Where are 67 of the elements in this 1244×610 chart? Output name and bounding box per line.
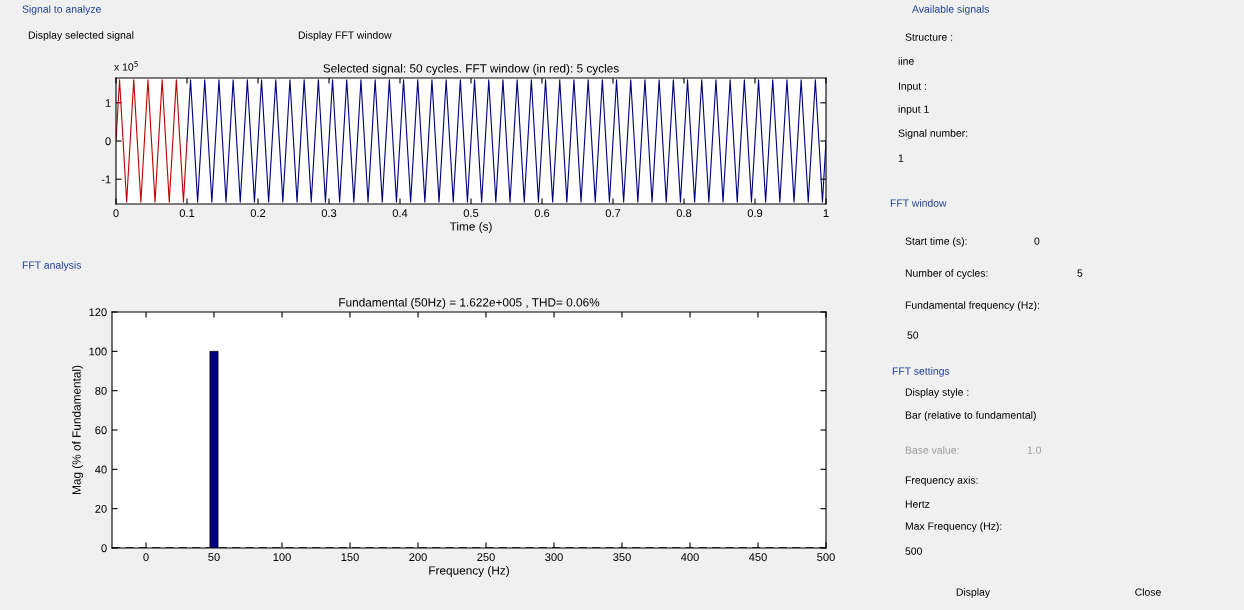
x-tick-label: 450 bbox=[748, 553, 767, 562]
text: Input : bbox=[898, 82, 927, 92]
text: input 1 bbox=[898, 105, 929, 115]
y-tick-label: 1 bbox=[105, 99, 111, 107]
x-tick-label: 500 bbox=[817, 553, 835, 562]
x-tick-label: 150 bbox=[341, 553, 359, 562]
y-tick-label: -1 bbox=[101, 175, 111, 184]
x-axis-title: Frequency (Hz) bbox=[429, 566, 509, 577]
x-tick-label: 50 bbox=[208, 553, 220, 562]
text: Close bbox=[1135, 588, 1161, 596]
text: Display selected signal bbox=[28, 31, 134, 41]
y-tick-label: 0 bbox=[105, 137, 111, 146]
text: Display FFT window bbox=[298, 31, 392, 41]
x-tick-label: 0.9 bbox=[747, 209, 763, 218]
text: 5 bbox=[1077, 269, 1083, 277]
text: Bar (relative to fundamental) bbox=[905, 411, 1036, 421]
text: iine bbox=[898, 57, 914, 65]
text: FFT settings bbox=[892, 367, 950, 377]
text: Base value: bbox=[905, 446, 959, 454]
y-tick-label: 0 bbox=[101, 544, 107, 553]
text: Structure : bbox=[905, 33, 953, 41]
y-tick-label: 100 bbox=[89, 347, 107, 356]
text: 0 bbox=[1034, 237, 1040, 245]
text: Frequency axis: bbox=[905, 476, 978, 486]
text: Signal number: bbox=[898, 129, 968, 139]
x-tick-label: 0 bbox=[113, 209, 119, 218]
text: Start time (s): bbox=[905, 237, 967, 247]
y-axis-title: Mag (% of Fundamental) bbox=[72, 365, 84, 494]
x-tick-label: 100 bbox=[273, 553, 291, 562]
x-tick-label: 0.6 bbox=[534, 209, 550, 218]
text: Display style : bbox=[905, 388, 969, 398]
text: Hertz bbox=[905, 500, 930, 508]
x-tick-label: 400 bbox=[680, 553, 699, 562]
chart-title: Fundamental (50Hz) = 1.622e+005 , THD= 0.06% bbox=[339, 297, 600, 309]
y-tick-label: 20 bbox=[95, 504, 107, 513]
chart-title: Selected signal: 50 cycles. FFT window (in red): 5 cycles bbox=[323, 63, 619, 75]
x-tick-label: 0 bbox=[143, 553, 149, 562]
text: 500 bbox=[905, 547, 922, 555]
text: 1.0 bbox=[1027, 446, 1042, 454]
text: x 10$^{5}$ bbox=[114, 61, 138, 71]
x-tick-label: 0.2 bbox=[250, 209, 266, 218]
y-tick-label: 60 bbox=[95, 426, 107, 435]
x-tick-label: 0.4 bbox=[392, 209, 408, 218]
text: 50 bbox=[907, 331, 919, 339]
x-tick-label: 0.8 bbox=[676, 209, 692, 218]
text: Available signals bbox=[912, 5, 990, 15]
text: Signal to analyze bbox=[22, 5, 101, 15]
y-tick-label: 40 bbox=[95, 465, 107, 474]
y-tick-label: 120 bbox=[89, 308, 107, 317]
text: Number of cycles: bbox=[905, 269, 988, 279]
text: Max Frequency (Hz): bbox=[905, 522, 1002, 532]
text: Fundamental frequency (Hz): bbox=[905, 301, 1039, 311]
x-tick-label: 350 bbox=[613, 553, 631, 562]
y-tick-label: 80 bbox=[95, 386, 107, 395]
x-tick-label: 0.1 bbox=[179, 209, 195, 218]
x-tick-label: 0.7 bbox=[605, 209, 621, 218]
x-tick-label: 300 bbox=[545, 553, 563, 562]
x-tick-label: 0.3 bbox=[321, 209, 337, 218]
text: Display bbox=[956, 588, 991, 598]
x-tick-label: 200 bbox=[409, 553, 427, 562]
text: 1 bbox=[898, 154, 904, 162]
x-tick-label: 1 bbox=[823, 209, 829, 217]
x-tick-label: 0.5 bbox=[463, 209, 479, 218]
text: FFT window bbox=[890, 199, 947, 207]
x-axis-title: Time (s) bbox=[449, 222, 492, 233]
x-tick-label: 250 bbox=[477, 553, 495, 562]
text: FFT analysis bbox=[22, 261, 82, 271]
